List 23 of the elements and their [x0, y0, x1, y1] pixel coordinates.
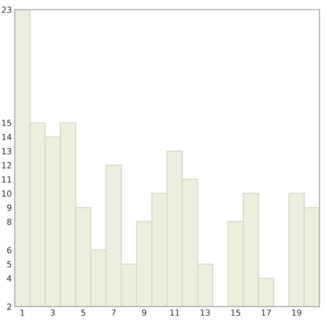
x-tick-label: 5: [81, 310, 86, 316]
x-tick-label: 11: [170, 310, 180, 316]
y-tick-label: 15: [2, 120, 12, 126]
x-tick-label: 9: [142, 309, 146, 316]
y-tick-label: 5: [7, 261, 12, 268]
y-tick-label: 14: [2, 134, 12, 140]
x-tick-label: 7: [112, 310, 116, 316]
y-tick-label: 10: [2, 190, 12, 197]
y-tick-label: 11: [2, 176, 12, 182]
y-tick-label: 4: [7, 275, 12, 282]
x-tick-label: 19: [292, 309, 302, 316]
y-tick-label: 2: [7, 304, 12, 310]
y-tick-label: 23: [2, 6, 12, 13]
y-tick-label: 13: [2, 148, 12, 154]
y-tick-label: 8: [7, 218, 12, 226]
y-tick-label: 6: [7, 246, 12, 254]
y-tick-label: 9: [7, 204, 12, 211]
y-tick-label: 12: [2, 162, 12, 168]
x-tick-label: 13: [200, 309, 210, 316]
x-tick-label: 15: [231, 310, 240, 316]
x-tick-label: 17: [262, 310, 271, 316]
x-tick-label: 3: [50, 309, 55, 316]
x-tick-label: 1: [20, 310, 24, 316]
